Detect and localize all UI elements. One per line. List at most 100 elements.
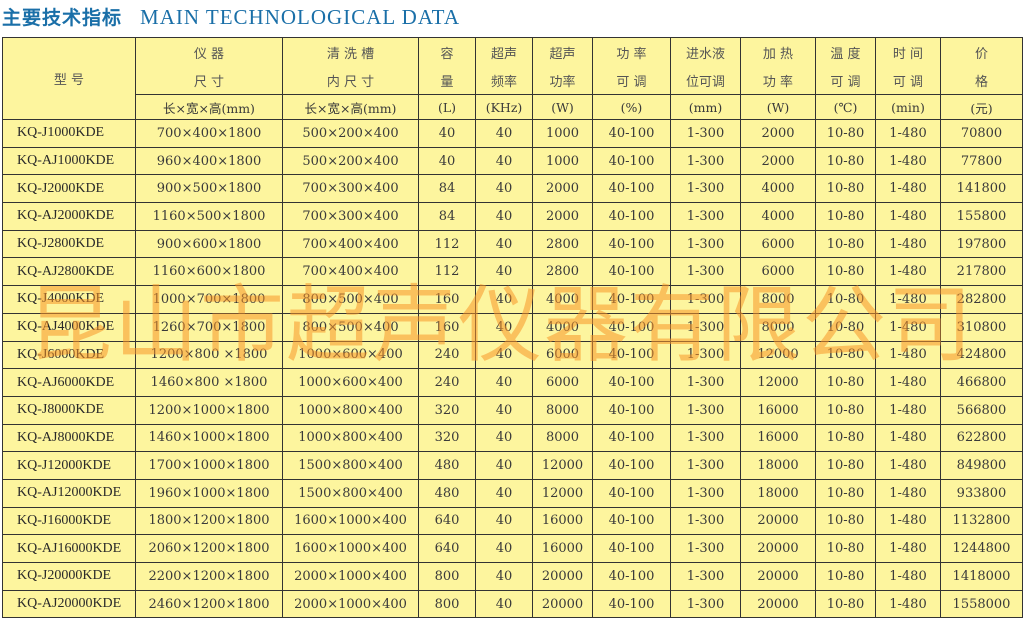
data-cell: 8000 <box>532 395 593 425</box>
table-row: KQ-AJ1000KDE 960×400×1800 500×200×400 40 40 1… <box>2 146 1023 176</box>
data-cell: 1-480 <box>875 562 941 591</box>
data-cell: 1-480 <box>875 229 941 259</box>
table-row: KQ-J16000KDE 1800×1200×1800 1600×1000×400 6… <box>2 506 1023 536</box>
header-model: 型 号 <box>2 37 136 120</box>
data-cell: 10-80 <box>815 368 876 397</box>
data-cell: 640 <box>418 506 476 536</box>
header-unit: (min) <box>875 94 941 120</box>
data-cell: 849800 <box>940 451 1023 480</box>
data-cell: 1460×1000×1800 <box>135 423 283 453</box>
table-row: KQ-AJ2000KDE 1160×500×1800 700×300×400 84 40… <box>2 202 1023 231</box>
header-cell: 频率 <box>475 66 533 95</box>
data-cell: 77800 <box>940 146 1023 176</box>
data-cell: 1-300 <box>670 589 741 619</box>
data-cell: 1-480 <box>875 423 941 453</box>
table-row: KQ-AJ16000KDE 2060×1200×1800 1600×1000×400… <box>2 534 1023 563</box>
data-cell: 1-300 <box>670 229 741 259</box>
table-row: KQ-AJ4000KDE 1260×700×1800 800×500×400 160 4… <box>2 312 1023 342</box>
data-cell: 500×200×400 <box>282 119 419 148</box>
data-cell: 1260×700×1800 <box>135 312 283 342</box>
data-cell: 40 <box>475 340 533 370</box>
data-cell: 40 <box>475 229 533 259</box>
data-cell: 40 <box>475 562 533 591</box>
data-cell: 10-80 <box>815 285 876 314</box>
header-cell: 可 调 <box>592 66 671 95</box>
data-cell: 1-480 <box>875 589 941 619</box>
header-unit: (L) <box>418 94 476 120</box>
data-cell: 6000 <box>740 229 816 259</box>
data-cell: 10-80 <box>815 202 876 231</box>
data-cell: 40-100 <box>592 423 671 453</box>
data-cell: 18000 <box>740 451 816 480</box>
data-cell: 1-300 <box>670 423 741 453</box>
data-cell: 40 <box>475 589 533 619</box>
data-cell: 112 <box>418 257 476 287</box>
data-cell: 160 <box>418 312 476 342</box>
title-english: MAIN TECHNOLOGICAL DATA <box>140 5 460 29</box>
data-cell: 2000 <box>740 119 816 148</box>
data-cell: 20000 <box>532 589 593 619</box>
table-row: KQ-AJ6000KDE 1460×800 ×1800 1000×600×400 24… <box>2 368 1023 397</box>
header-cell: 内 尺 寸 <box>282 66 419 95</box>
data-cell: 20000 <box>740 534 816 563</box>
data-cell: 1132800 <box>940 506 1023 536</box>
data-cell: 4000 <box>740 174 816 204</box>
data-cell: 700×400×400 <box>282 229 419 259</box>
data-cell: 1-480 <box>875 285 941 314</box>
table-row: KQ-AJ12000KDE 1960×1000×1800 1500×800×400 4… <box>2 478 1023 508</box>
data-cell: 480 <box>418 478 476 508</box>
data-cell: 4000 <box>532 285 593 314</box>
data-cell: 10-80 <box>815 395 876 425</box>
data-cell: 10-80 <box>815 229 876 259</box>
data-cell: 10-80 <box>815 312 876 342</box>
model-cell: KQ-J6000KDE <box>2 340 136 370</box>
data-cell: 40-100 <box>592 202 671 231</box>
header-cell: 功率 <box>532 66 593 95</box>
data-cell: 10-80 <box>815 340 876 370</box>
data-cell: 16000 <box>532 534 593 563</box>
data-cell: 320 <box>418 423 476 453</box>
table-row: KQ-J12000KDE 1700×1000×1800 1500×800×400 48… <box>2 451 1023 480</box>
header-unit: (℃) <box>815 94 876 120</box>
data-cell: 40 <box>475 478 533 508</box>
data-cell: 1-300 <box>670 534 741 563</box>
data-cell: 10-80 <box>815 119 876 148</box>
model-cell: KQ-J12000KDE <box>2 451 136 480</box>
header-cell: 温 度 <box>815 37 876 66</box>
model-cell: KQ-AJ12000KDE <box>2 478 136 508</box>
data-cell: 2000×1000×400 <box>282 562 419 591</box>
data-cell: 40 <box>475 312 533 342</box>
data-cell: 1-480 <box>875 368 941 397</box>
data-cell: 40 <box>475 368 533 397</box>
data-cell: 40-100 <box>592 451 671 480</box>
data-cell: 2800 <box>532 229 593 259</box>
table-row: KQ-J20000KDE 2200×1200×1800 2000×1000×400 8… <box>2 562 1023 591</box>
data-cell: 1-480 <box>875 534 941 563</box>
data-cell: 70800 <box>940 119 1023 148</box>
header-cell: 价 <box>940 37 1023 66</box>
data-cell: 10-80 <box>815 423 876 453</box>
model-cell: KQ-AJ6000KDE <box>2 368 136 397</box>
data-cell: 40 <box>475 395 533 425</box>
header-unit: 长×宽×高(mm) <box>282 94 419 120</box>
data-cell: 1-300 <box>670 506 741 536</box>
model-cell: KQ-J2800KDE <box>2 229 136 259</box>
data-cell: 1500×800×400 <box>282 451 419 480</box>
model-cell: KQ-AJ2000KDE <box>2 202 136 231</box>
data-cell: 40 <box>475 451 533 480</box>
data-cell: 1600×1000×400 <box>282 506 419 536</box>
data-cell: 40-100 <box>592 562 671 591</box>
data-cell: 10-80 <box>815 534 876 563</box>
data-cell: 1460×800 ×1800 <box>135 368 283 397</box>
data-cell: 40 <box>475 285 533 314</box>
data-cell: 8000 <box>532 423 593 453</box>
data-cell: 1-300 <box>670 285 741 314</box>
header-cell: 格 <box>940 66 1023 95</box>
header-cell: 加 热 <box>740 37 816 66</box>
data-cell: 16000 <box>740 395 816 425</box>
data-cell: 310800 <box>940 312 1023 342</box>
header-unit-row: 长×宽×高(mm) 长×宽×高(mm) (L) (KHz) (W) (%) (mm) (W)(… <box>3 94 1023 120</box>
header-unit: 长×宽×高(mm) <box>135 94 283 120</box>
data-cell: 12000 <box>740 340 816 370</box>
table-row: KQ-J6000KDE 1200×800 ×1800 1000×600×400 240… <box>2 340 1023 370</box>
